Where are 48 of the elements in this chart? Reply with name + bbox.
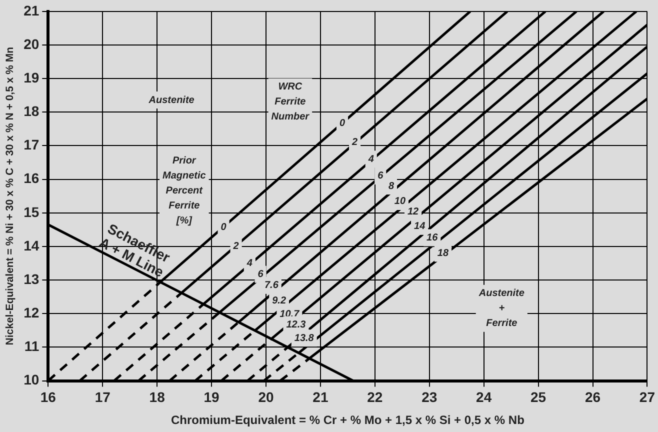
y-tick-label: 10	[24, 372, 40, 388]
x-tick-label: 18	[149, 389, 166, 406]
x-tick-label: 22	[367, 389, 383, 406]
annotation: 13.8	[294, 332, 314, 344]
annotation: 0	[220, 222, 227, 234]
annotation: WRC Ferrite Number	[271, 82, 310, 123]
annotation: 16	[426, 232, 438, 244]
y-tick-label: 17	[24, 136, 40, 153]
annotation: Prior Magnetic Percent Ferrite [%]	[162, 156, 206, 227]
annotation: 14	[414, 221, 426, 232]
x-tick-label: 21	[312, 389, 328, 406]
annotation: 12.3	[286, 319, 306, 330]
y-tick-label: 21	[24, 2, 40, 18]
y-tick-label: 12	[24, 304, 40, 320]
annotation: 6	[258, 269, 264, 280]
annotation: 9.2	[272, 296, 286, 307]
x-tick-label: 24	[476, 389, 492, 406]
annotation: 7.6	[264, 280, 279, 292]
y-tick-label: 20	[24, 36, 40, 52]
annotation: 4	[367, 154, 374, 165]
annotation: 12	[407, 206, 420, 218]
annotation: 10	[394, 196, 406, 208]
y-tick-label: 13	[24, 270, 40, 287]
x-tick-label: 26	[584, 389, 601, 406]
y-tick-label: 11	[24, 338, 40, 354]
y-tick-label: 16	[24, 170, 40, 186]
x-tick-label: 19	[204, 389, 220, 406]
annotation: 18	[437, 248, 449, 259]
y-axis-title: Nickel-Equivalent = % Ni + 30 x % C + 30 x % N + 0,5 x % Mn	[4, 46, 16, 346]
annotation: 2	[232, 241, 240, 252]
x-tick-label: 23	[422, 389, 438, 406]
annotation: 0	[339, 118, 346, 129]
annotation: 8	[388, 180, 394, 192]
y-tick-label: 19	[24, 69, 40, 86]
x-axis-title: Chromium-Equivalent = % Cr + % Mo + 1,5 x % Si + 0,5 x % Nb	[170, 413, 524, 428]
y-tick-label: 14	[24, 237, 40, 254]
annotation: 4	[246, 258, 253, 270]
x-tick-label: 17	[94, 389, 111, 406]
x-tick-label: 20	[258, 389, 274, 406]
y-tick-label: 18	[24, 103, 40, 120]
y-tick-label: 15	[24, 204, 40, 220]
x-tick-label: 27	[639, 389, 656, 406]
annotation: Austenite	[148, 94, 195, 106]
x-tick-label: 25	[530, 389, 546, 406]
annotation: 2	[350, 137, 358, 148]
annotation: Austenite + Ferrite	[478, 288, 525, 330]
x-tick-label: 16	[40, 389, 56, 406]
annotation: 6	[378, 170, 384, 182]
